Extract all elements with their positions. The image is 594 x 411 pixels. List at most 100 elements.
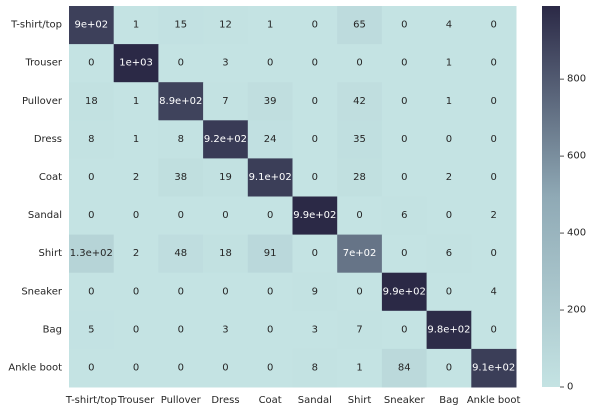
cell-value-r8-c3: 3 — [222, 324, 228, 335]
cell-value-r3-c3: 9.2e+02 — [204, 134, 247, 145]
cell-value-r6-c2: 48 — [174, 248, 187, 259]
colorbar-tick-label: 0 — [567, 382, 573, 393]
y-tick-label: Pullover — [22, 96, 63, 107]
cell-value-r0-c7: 0 — [401, 20, 407, 31]
colorbar-tick-label: 600 — [567, 151, 586, 162]
cell-value-r2-c4: 39 — [264, 96, 277, 107]
cell-value-r9-c8: 0 — [446, 362, 452, 373]
cell-value-r6-c4: 91 — [264, 248, 277, 259]
cell-value-r2-c7: 0 — [401, 96, 407, 107]
cell-value-r6-c1: 2 — [133, 248, 139, 259]
cell-value-r3-c2: 8 — [178, 134, 184, 145]
cell-value-r6-c6: 7e+02 — [343, 248, 377, 259]
cell-value-r5-c9: 2 — [490, 210, 496, 221]
x-tick-label: Trouser — [117, 395, 155, 406]
cell-value-r6-c8: 6 — [446, 248, 452, 259]
cell-value-r8-c0: 5 — [88, 324, 94, 335]
cell-value-r3-c4: 24 — [264, 134, 277, 145]
cell-value-r2-c9: 0 — [490, 96, 496, 107]
cell-value-r8-c2: 0 — [178, 324, 184, 335]
cell-value-r7-c0: 0 — [88, 286, 94, 297]
cell-value-r4-c1: 2 — [133, 172, 139, 183]
cell-value-r8-c7: 0 — [401, 324, 407, 335]
x-tick-label: Bag — [439, 395, 458, 406]
y-tick-label: Coat — [39, 172, 62, 183]
cell-value-r1-c1: 1e+03 — [119, 58, 153, 69]
cell-value-r9-c5: 8 — [312, 362, 318, 373]
x-axis-tick-labels: T-shirt/top Trouser Pullover Dress Coat Sanda… — [65, 395, 521, 406]
cell-value-r1-c9: 0 — [490, 58, 496, 69]
colorbar-tick-labels: 0 200 400 600 800 — [560, 74, 586, 393]
cell-value-r7-c1: 0 — [133, 286, 139, 297]
x-tick-label: Sneaker — [384, 395, 426, 406]
cell-value-r7-c3: 0 — [222, 286, 228, 297]
cell-value-r1-c8: 1 — [446, 58, 452, 69]
cell-value-r1-c4: 0 — [267, 58, 273, 69]
cell-value-r8-c5: 3 — [312, 324, 318, 335]
x-tick-label: Shirt — [348, 395, 372, 406]
cell-value-r9-c7: 84 — [398, 362, 411, 373]
cell-value-r1-c5: 0 — [312, 58, 318, 69]
cell-value-r0-c8: 4 — [446, 20, 452, 31]
cell-value-r4-c0: 0 — [88, 172, 94, 183]
cell-value-r9-c3: 0 — [222, 362, 228, 373]
cell-value-r0-c0: 9e+02 — [75, 20, 109, 31]
cell-value-r0-c1: 1 — [133, 20, 139, 31]
cell-value-r2-c2: 8.9e+02 — [159, 96, 202, 107]
x-tick-label: T-shirt/top — [65, 395, 117, 406]
cell-value-r3-c1: 1 — [133, 134, 139, 145]
y-tick-label: Ankle boot — [8, 362, 62, 373]
cell-value-r2-c3: 7 — [222, 96, 228, 107]
cell-value-r5-c0: 0 — [88, 210, 94, 221]
cell-value-r7-c7: 9.9e+02 — [383, 286, 426, 297]
cell-value-r0-c3: 12 — [219, 20, 232, 31]
cell-value-r6-c5: 0 — [312, 248, 318, 259]
cell-value-r0-c5: 0 — [312, 20, 318, 31]
cell-value-r8-c6: 7 — [356, 324, 362, 335]
cell-value-r1-c3: 3 — [222, 58, 228, 69]
cell-value-r0-c4: 1 — [267, 20, 273, 31]
y-tick-label: Trouser — [25, 58, 63, 69]
cell-value-r4-c8: 2 — [446, 172, 452, 183]
cell-value-r3-c7: 0 — [401, 134, 407, 145]
cell-value-r1-c0: 0 — [88, 58, 94, 69]
y-tick-label: Sandal — [28, 210, 62, 221]
y-tick-label: Sneaker — [21, 286, 63, 297]
y-tick-label: Shirt — [39, 248, 63, 259]
cell-value-r1-c7: 0 — [401, 58, 407, 69]
cell-value-r7-c8: 0 — [446, 286, 452, 297]
cell-value-r8-c8: 9.8e+02 — [427, 324, 470, 335]
cell-value-r3-c9: 0 — [490, 134, 496, 145]
x-tick-label: Sandal — [298, 395, 332, 406]
cell-value-r2-c1: 1 — [133, 96, 139, 107]
cell-value-r6-c9: 0 — [490, 248, 496, 259]
cell-value-r6-c7: 0 — [401, 248, 407, 259]
x-tick-label: Dress — [211, 395, 239, 406]
cell-value-r3-c8: 0 — [446, 134, 452, 145]
cell-value-r5-c8: 0 — [446, 210, 452, 221]
colorbar-tick-label: 200 — [567, 305, 586, 316]
cell-value-r0-c2: 15 — [174, 20, 187, 31]
cell-value-r2-c5: 0 — [312, 96, 318, 107]
cell-value-r3-c6: 35 — [353, 134, 366, 145]
cell-value-r5-c4: 0 — [267, 210, 273, 221]
cell-value-r5-c5: 9.9e+02 — [293, 210, 336, 221]
y-axis-tick-labels: T-shirt/top Trouser Pullover Dress Coat Sanda… — [8, 20, 62, 374]
cell-value-r7-c2: 0 — [178, 286, 184, 297]
cell-value-r4-c9: 0 — [490, 172, 496, 183]
cell-value-r9-c2: 0 — [178, 362, 184, 373]
cell-value-r6-c3: 18 — [219, 248, 232, 259]
cell-value-r5-c2: 0 — [178, 210, 184, 221]
cell-value-r7-c5: 9 — [312, 286, 318, 297]
cell-value-r1-c6: 0 — [356, 58, 362, 69]
colorbar-tick-label: 800 — [567, 74, 586, 85]
cell-value-r4-c3: 19 — [219, 172, 232, 183]
cell-value-r5-c6: 0 — [356, 210, 362, 221]
cell-value-r7-c6: 0 — [356, 286, 362, 297]
cell-value-r4-c6: 28 — [353, 172, 366, 183]
colorbar — [542, 6, 560, 387]
cell-value-r2-c8: 1 — [446, 96, 452, 107]
y-tick-label: Dress — [34, 134, 62, 145]
x-tick-label: Ankle boot — [467, 395, 521, 406]
cell-value-r8-c4: 0 — [267, 324, 273, 335]
